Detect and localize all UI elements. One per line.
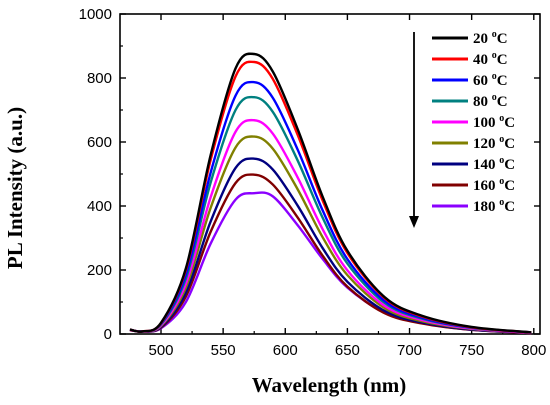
- legend-label: 120 oC: [473, 134, 515, 152]
- legend-label: 40 oC: [473, 50, 508, 68]
- legend: 20 oC 40 oC 60 oC 80 oC 100 oC 120 oC 140 oC 16…: [409, 29, 515, 228]
- x-tick-label: 750: [459, 342, 484, 359]
- y-axis-title: PL Intensity (a.u.): [3, 107, 27, 269]
- legend-label: 100 oC: [473, 113, 515, 131]
- x-axis-ticks: 500 550 600 650 700 750 800: [148, 14, 546, 359]
- y-tick-label: 600: [87, 134, 112, 151]
- legend-label: 140 oC: [473, 155, 515, 173]
- y-tick-label: 0: [104, 326, 112, 343]
- x-tick-label: 550: [211, 342, 236, 359]
- y-tick-label: 800: [87, 70, 112, 87]
- y-tick-label: 200: [87, 262, 112, 279]
- legend-label: 20 oC: [473, 29, 508, 47]
- legend-label: 160 oC: [473, 176, 515, 194]
- series-line: [129, 52, 532, 334]
- x-tick-label: 500: [148, 342, 173, 359]
- y-tick-label: 400: [87, 198, 112, 215]
- x-tick-label: 800: [521, 342, 546, 359]
- legend-arrow-head: [409, 216, 419, 228]
- x-tick-label: 600: [273, 342, 298, 359]
- x-tick-label: 700: [397, 342, 422, 359]
- x-axis-title: Wavelength (nm): [252, 373, 407, 397]
- legend-label: 80 oC: [473, 92, 508, 110]
- legend-label: 60 oC: [473, 71, 508, 89]
- x-tick-label: 650: [335, 342, 360, 359]
- series-lines: [129, 52, 532, 335]
- y-axis-ticks: 0 200 400 600 800 1000: [79, 6, 540, 343]
- y-tick-label: 1000: [79, 6, 112, 23]
- legend-label: 180 oC: [473, 197, 515, 215]
